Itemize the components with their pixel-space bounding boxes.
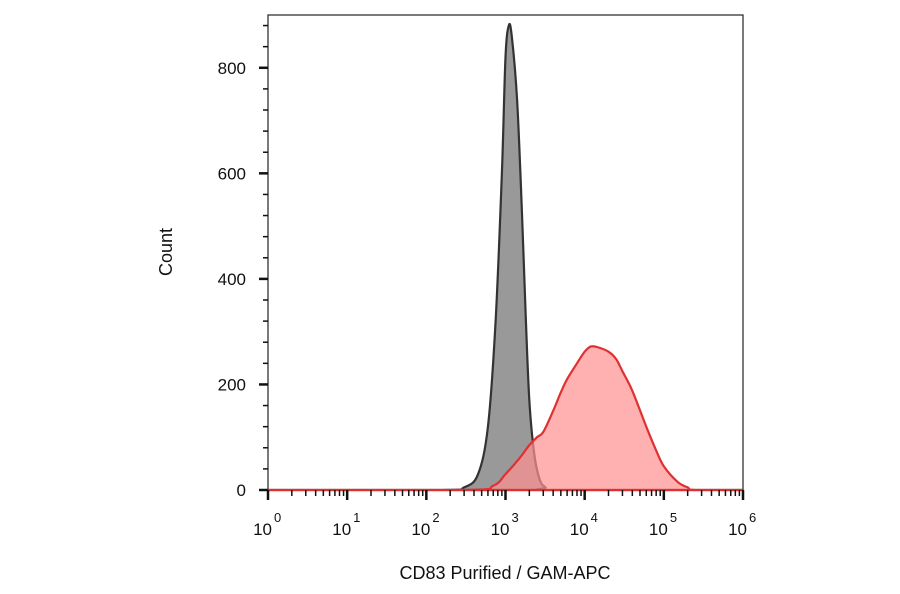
y-axis-title: Count bbox=[156, 228, 176, 276]
x-tick-label: 103 bbox=[491, 510, 519, 539]
x-tick-exponent: 4 bbox=[591, 510, 598, 525]
x-tick-base: 10 bbox=[728, 520, 747, 539]
x-tick-label: 100 bbox=[253, 510, 281, 539]
x-tick-exponent: 6 bbox=[749, 510, 756, 525]
x-tick-label: 102 bbox=[411, 510, 439, 539]
x-tick-label: 105 bbox=[649, 510, 677, 539]
y-tick-label: 800 bbox=[218, 59, 246, 78]
x-tick-exponent: 3 bbox=[512, 510, 519, 525]
x-tick-exponent: 5 bbox=[670, 510, 677, 525]
x-tick-label: 104 bbox=[570, 510, 598, 539]
x-tick-base: 10 bbox=[332, 520, 351, 539]
x-tick-exponent: 0 bbox=[274, 510, 281, 525]
x-tick-label: 101 bbox=[332, 510, 360, 539]
x-axis-title: CD83 Purified / GAM-APC bbox=[399, 563, 610, 583]
x-tick-exponent: 1 bbox=[353, 510, 360, 525]
x-tick-base: 10 bbox=[491, 520, 510, 539]
y-tick-label: 0 bbox=[237, 481, 246, 500]
x-tick-label: 106 bbox=[728, 510, 756, 539]
y-tick-label: 200 bbox=[218, 375, 246, 394]
x-tick-base: 10 bbox=[411, 520, 430, 539]
y-tick-label: 600 bbox=[218, 164, 246, 183]
x-tick-base: 10 bbox=[649, 520, 668, 539]
x-tick-base: 10 bbox=[570, 520, 589, 539]
series-layer bbox=[266, 22, 745, 492]
x-tick-exponent: 2 bbox=[432, 510, 439, 525]
series-red-histogram bbox=[266, 345, 745, 492]
x-tick-base: 10 bbox=[253, 520, 272, 539]
y-tick-label: 400 bbox=[218, 270, 246, 289]
